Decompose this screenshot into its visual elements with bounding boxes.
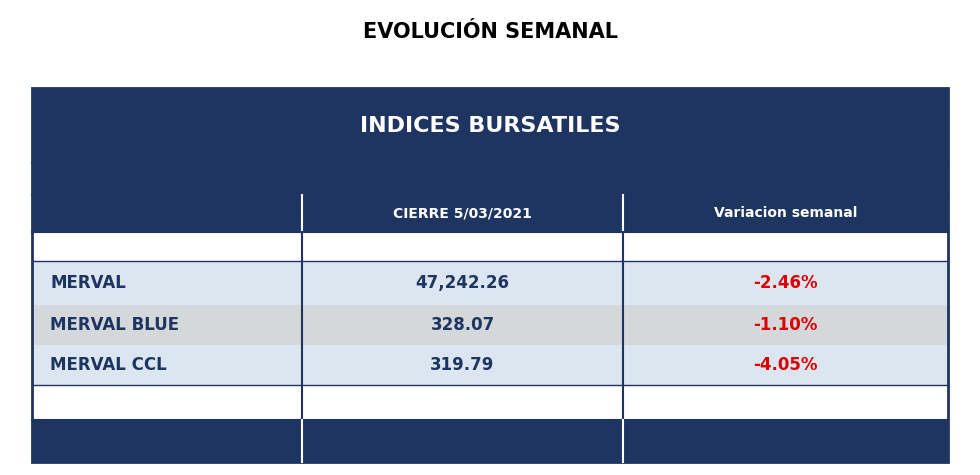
Text: MERVAL: MERVAL	[50, 274, 125, 292]
Bar	[32, 385, 948, 420]
Bar	[32, 345, 948, 385]
Bar	[32, 195, 948, 232]
Text: 47,242.26: 47,242.26	[416, 274, 510, 292]
Text: -4.05%: -4.05%	[754, 356, 817, 374]
Text: Variacion semanal: Variacion semanal	[713, 207, 858, 220]
Text: MERVAL BLUE: MERVAL BLUE	[50, 316, 179, 334]
Text: 319.79: 319.79	[430, 356, 495, 374]
Bar	[32, 261, 948, 305]
Text: CIERRE 5/03/2021: CIERRE 5/03/2021	[393, 207, 532, 220]
Text: -1.10%: -1.10%	[754, 316, 817, 334]
Bar	[32, 232, 948, 261]
Text: INDICES BURSATILES: INDICES BURSATILES	[360, 115, 620, 135]
Bar	[32, 420, 948, 462]
Bar	[32, 163, 948, 195]
Text: -2.46%: -2.46%	[753, 274, 817, 292]
Text: MERVAL CCL: MERVAL CCL	[50, 356, 167, 374]
Text: EVOLUCIÓN SEMANAL: EVOLUCIÓN SEMANAL	[363, 22, 617, 42]
Bar	[32, 305, 948, 345]
Text: 328.07: 328.07	[430, 316, 495, 334]
